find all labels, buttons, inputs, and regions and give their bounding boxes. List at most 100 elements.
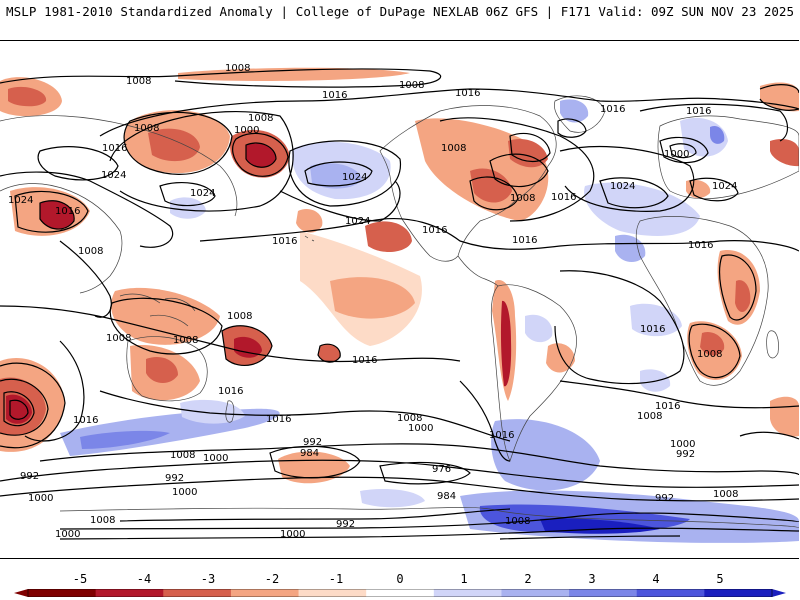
contour-label: 1016 [352, 355, 377, 366]
neg-anomaly-andes-core [500, 300, 512, 387]
isobar-1008-kamchatka [123, 111, 233, 175]
colorbar-segment [230, 589, 300, 597]
colorbar-outline [27, 589, 773, 597]
contour-label: 1008 [106, 333, 131, 344]
neg-anomaly-nw-pacific-core [8, 86, 47, 107]
colorbar-tick-label: 1 [460, 572, 468, 586]
map-panel[interactable]: 1008 1008 1008 1008 1008 1008 1008 1008 … [0, 40, 799, 559]
neg-anomaly-north-africa [686, 179, 711, 199]
pos-anomaly-southern-africa-west [640, 369, 671, 392]
isobar-1024-atlantic [599, 177, 669, 209]
colorbar-max-triangle [772, 589, 786, 597]
isobar-1008-hudson [509, 132, 551, 163]
contour-label: 1016 [73, 415, 98, 426]
contour-label: 1000 [28, 493, 53, 504]
contour-label: 1008 [227, 311, 252, 322]
contour-label: 1016 [600, 104, 625, 115]
isobar-992-southern-ocean [0, 476, 799, 502]
neg-anomaly-south-pacific-b [318, 344, 341, 363]
contour-label: 992 [676, 449, 695, 460]
contour-label: 1008 [170, 450, 195, 461]
coastline-south-america [490, 284, 577, 462]
colorbar-tick-label: -1 [328, 572, 344, 586]
neg-anomaly-equatorial-pacific [330, 277, 415, 319]
colorbar-tick-label: 2 [524, 572, 532, 586]
isobar-1008-indian-low [0, 362, 66, 449]
contour-label: 1000 [234, 125, 259, 136]
contour-label: 1008 [399, 80, 424, 91]
isobar-984-indian-low [9, 399, 29, 420]
contour-label: 1024 [190, 188, 215, 199]
isobar-1000-scandinavia [669, 143, 697, 159]
contour-label: 1008 [90, 515, 115, 526]
contour-label: 1024 [8, 195, 33, 206]
contour-label: 984 [300, 448, 319, 459]
isobar-1016-europe [639, 103, 789, 142]
isobar-1008-india [59, 240, 112, 318]
contour-label: 1016 [512, 235, 537, 246]
colorbar-tick-label: 4 [652, 572, 660, 586]
isobar-1000-southern-ocean [0, 459, 799, 488]
contour-label: 1000 [670, 439, 695, 450]
contour-label: 1016 [686, 106, 711, 117]
isobar-992-indian-low [3, 391, 35, 427]
colorbar-segment [704, 589, 773, 597]
contour-label: 992 [20, 471, 39, 482]
isobar-1016-aleutian-outer [109, 110, 294, 212]
contour-label: 1008 [225, 63, 250, 74]
pos-anomaly-drake-passage [491, 419, 600, 491]
isobar-1024-china [159, 181, 216, 207]
coastline-maritime-continent [119, 293, 196, 327]
isobar-1024-gulf-alaska [304, 161, 373, 187]
contour-labels: 1008 1008 1008 1008 1008 1008 1008 1008 … [8, 63, 738, 540]
pos-anomaly-south-atlantic [630, 303, 682, 337]
contour-label: 1008 [78, 246, 103, 257]
isobar-1000-aleutian [232, 132, 289, 177]
contour-label: 1016 [218, 386, 243, 397]
contour-label: 1008 [713, 489, 738, 500]
contour-label: 1024 [342, 172, 367, 183]
contour-label: 1016 [688, 240, 713, 251]
contour-label: 1000 [280, 529, 305, 540]
contour-label: 1024 [610, 181, 635, 192]
isobar-1016-atlantic [554, 270, 685, 385]
model-run-info: 06Z GFS | F171 Valid: 09Z SUN NOV 23 202… [485, 4, 794, 19]
neg-anomaly-kamchatka-core [148, 128, 200, 162]
colorbar-tick-label: -5 [72, 572, 88, 586]
isobar-1016-antarctic [499, 535, 681, 540]
pos-anomaly-gulf-of-alaska-core [310, 163, 362, 189]
contour-label: 1016 [655, 401, 680, 412]
contour-label: 1016 [422, 225, 447, 236]
neg-anomaly-east-edge-north [760, 82, 799, 112]
isobar-1008-africa-south [688, 323, 741, 379]
colorbar-segment [433, 589, 502, 597]
contour-label: 1000 [664, 149, 689, 160]
neg-anomaly-hawaii [296, 208, 323, 233]
coastline-hawaii [304, 235, 315, 242]
contour-label: 1016 [272, 236, 297, 247]
contour-label: 1008 [248, 113, 273, 124]
colorbar [14, 589, 786, 597]
pos-anomaly-south-america-mid [525, 314, 553, 343]
coastline-greenland [554, 95, 606, 133]
colorbar-min-triangle [14, 589, 28, 597]
neg-anomaly-east-africa-core [735, 280, 751, 312]
isobar-1008-labrador [489, 153, 549, 188]
colorbar-segment [501, 589, 570, 597]
contour-label: 1008 [397, 413, 422, 424]
isobar-976-southern-ocean [379, 461, 471, 485]
contour-label: 1016 [551, 192, 576, 203]
contour-label: 1008 [510, 193, 535, 204]
isobar-984-southern-ocean [269, 445, 361, 479]
isobar-1016-australia-south [99, 390, 511, 442]
colorbar-segment [569, 589, 638, 597]
colorbar-tick-label: -2 [264, 572, 280, 586]
isobar-1000-indian-low [0, 378, 49, 436]
isobar-1008-south-pacific-b [317, 343, 341, 363]
neg-anomaly-southern-africa-core [700, 331, 725, 356]
neg-anomaly-central-asia-core [40, 200, 75, 230]
contour-label: 1016 [455, 88, 480, 99]
contour-label: 1024 [101, 170, 126, 181]
neg-anomaly-east-pacific [365, 221, 412, 253]
coastline-australia [126, 336, 208, 402]
